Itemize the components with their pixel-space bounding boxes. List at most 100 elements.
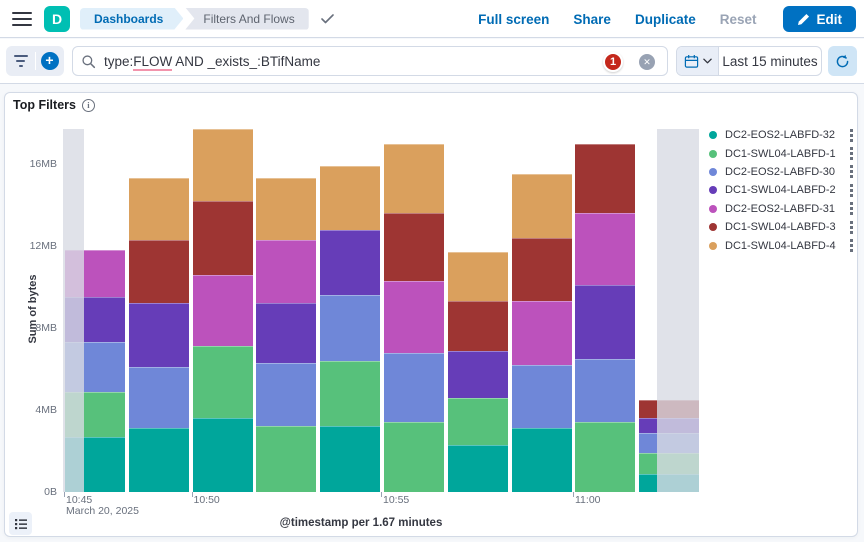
query-error-badge[interactable]: 1	[603, 52, 623, 72]
y-axis-tick-label: 12MB	[29, 240, 57, 252]
breadcrumb-dashboards[interactable]: Dashboards	[80, 8, 183, 30]
bar-segment[interactable]	[384, 143, 444, 214]
header-actions: Full screen Share Duplicate Reset Edit	[478, 0, 856, 38]
legend-item[interactable]: DC1-SWL04-LABFD-4	[709, 236, 859, 254]
legend-item-menu-icon[interactable]	[846, 165, 856, 179]
bar-segment[interactable]	[575, 422, 636, 492]
bar-segment[interactable]	[128, 239, 189, 304]
bar-segment[interactable]	[575, 143, 636, 214]
legend-item[interactable]: DC2-EOS2-LABFD-32	[709, 126, 859, 144]
bar-segment[interactable]	[320, 426, 381, 492]
bar-segment[interactable]	[384, 280, 444, 353]
bar-segment[interactable]	[128, 178, 189, 240]
date-picker-quick-menu[interactable]	[677, 47, 719, 75]
bar-segment[interactable]	[256, 178, 317, 240]
legend-color-dot	[709, 149, 717, 158]
bar-segment[interactable]	[192, 129, 253, 201]
legend-item[interactable]: DC2-EOS2-LABFD-30	[709, 163, 859, 181]
legend-color-dot	[709, 167, 717, 176]
bar-segment[interactable]	[511, 301, 572, 365]
bar-segment[interactable]	[256, 426, 317, 492]
legend-item[interactable]: DC1-SWL04-LABFD-2	[709, 181, 859, 199]
time-range-value[interactable]: Last 15 minutes	[722, 53, 818, 69]
bar-segment[interactable]	[256, 362, 317, 427]
legend-item-menu-icon[interactable]	[846, 239, 856, 253]
chart-legend: DC2-EOS2-LABFD-32 DC1-SWL04-LABFD-1 DC2-EO…	[709, 126, 859, 255]
y-axis-tick-label: 8MB	[35, 322, 57, 334]
share-link[interactable]: Share	[573, 11, 611, 27]
bar-segment[interactable]	[320, 229, 381, 296]
chevron-down-icon	[702, 58, 712, 64]
bar-segment[interactable]	[256, 239, 317, 304]
edit-button[interactable]: Edit	[782, 6, 856, 32]
bar-segment[interactable]	[192, 346, 253, 419]
saved-check-icon	[320, 13, 334, 24]
menu-icon[interactable]	[12, 11, 32, 26]
bar-segment[interactable]	[256, 303, 317, 363]
bar-segment[interactable]	[447, 350, 508, 398]
bar-segment[interactable]	[447, 444, 508, 492]
legend-item-menu-icon[interactable]	[846, 128, 856, 142]
pencil-icon	[797, 13, 810, 26]
space-avatar[interactable]: D	[44, 5, 70, 32]
bar-segment[interactable]	[320, 166, 381, 230]
bar-segment[interactable]	[192, 274, 253, 347]
x-axis-tick	[381, 492, 382, 497]
x-axis-tick-label: 10:50	[193, 494, 220, 506]
add-filter-button[interactable]: +	[35, 46, 64, 76]
breadcrumb-current-dashboard[interactable]: Filters And Flows	[185, 7, 309, 30]
date-picker: Last 15 minutes	[676, 46, 822, 76]
bar-segment[interactable]	[384, 422, 444, 492]
bar-segment[interactable]	[447, 252, 508, 302]
bar-segment[interactable]	[511, 428, 572, 492]
legend-color-dot	[709, 223, 717, 232]
y-axis-tick-label: 16MB	[29, 158, 57, 170]
bar-segment[interactable]	[320, 295, 381, 361]
full-screen-link[interactable]: Full screen	[478, 11, 550, 27]
partial-bucket-overlay	[657, 129, 699, 492]
legend-item[interactable]: DC2-EOS2-LABFD-31	[709, 200, 859, 218]
edit-button-label: Edit	[816, 11, 843, 27]
bar-segment[interactable]	[384, 213, 444, 281]
legend-toggle-button[interactable]	[9, 512, 32, 535]
bar-segment[interactable]	[447, 397, 508, 445]
bar-segment[interactable]	[384, 352, 444, 423]
legend-label: DC1-SWL04-LABFD-3	[725, 221, 836, 234]
filter-funnel-icon	[13, 55, 28, 67]
legend-item-menu-icon[interactable]	[846, 220, 856, 234]
bar-segment[interactable]	[192, 418, 253, 492]
query-input[interactable]: type:FLOW AND _exists_:BTifName 1 ✕	[72, 46, 668, 76]
filters-button[interactable]	[6, 46, 35, 76]
refresh-button[interactable]	[828, 46, 857, 76]
bar-segment[interactable]	[511, 174, 572, 238]
clear-query-icon[interactable]: ✕	[639, 54, 655, 70]
x-axis-tick-label: 11:00	[575, 494, 601, 506]
top-filters-panel: Top Filters i Sum of bytes @timestamp pe…	[4, 92, 858, 537]
x-axis-tick	[64, 492, 65, 497]
bar-segment[interactable]	[575, 284, 636, 359]
bar-segment[interactable]	[575, 358, 636, 423]
bar-segment[interactable]	[447, 301, 508, 351]
duplicate-link[interactable]: Duplicate	[634, 11, 696, 27]
legend-item[interactable]: DC1-SWL04-LABFD-1	[709, 144, 859, 162]
legend-item-menu-icon[interactable]	[846, 202, 856, 216]
legend-item-menu-icon[interactable]	[846, 183, 856, 197]
bar-segment[interactable]	[320, 360, 381, 427]
reset-link[interactable]: Reset	[719, 11, 757, 27]
app-header: D Dashboards Filters And Flows Full scre…	[0, 0, 864, 38]
legend-item[interactable]: DC1-SWL04-LABFD-3	[709, 218, 859, 236]
info-icon[interactable]: i	[81, 98, 95, 112]
panel-title: Top Filters	[13, 98, 76, 112]
bar-segment[interactable]	[128, 428, 189, 492]
bar-segment[interactable]	[128, 366, 189, 429]
bar-segment[interactable]	[192, 200, 253, 275]
bar-segment[interactable]	[511, 364, 572, 429]
search-icon	[81, 54, 96, 69]
bar-segment[interactable]	[575, 213, 636, 285]
legend-item-menu-icon[interactable]	[846, 147, 856, 161]
legend-label: DC1-SWL04-LABFD-4	[725, 239, 836, 252]
bar-segment[interactable]	[511, 237, 572, 302]
bar-segment[interactable]	[128, 303, 189, 367]
query-text: type:FLOW AND _exists_:BTifName	[104, 53, 320, 71]
